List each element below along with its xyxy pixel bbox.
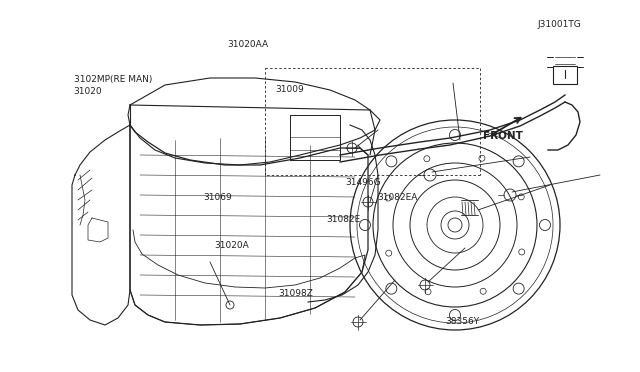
- Text: 31082EA: 31082EA: [378, 193, 418, 202]
- Text: 31020A: 31020A: [214, 241, 249, 250]
- Text: 31020: 31020: [74, 87, 102, 96]
- Text: 3102MP(RE MAN): 3102MP(RE MAN): [74, 76, 152, 84]
- Text: 31009: 31009: [275, 85, 304, 94]
- Text: FRONT: FRONT: [483, 131, 523, 141]
- Text: 31069: 31069: [204, 193, 232, 202]
- Text: 31098Z: 31098Z: [278, 289, 313, 298]
- Text: 31082E: 31082E: [326, 215, 361, 224]
- Text: 38356Y: 38356Y: [445, 317, 479, 326]
- Text: 31020AA: 31020AA: [227, 40, 268, 49]
- Text: 31496G: 31496G: [346, 178, 381, 187]
- Text: J31001TG: J31001TG: [538, 20, 581, 29]
